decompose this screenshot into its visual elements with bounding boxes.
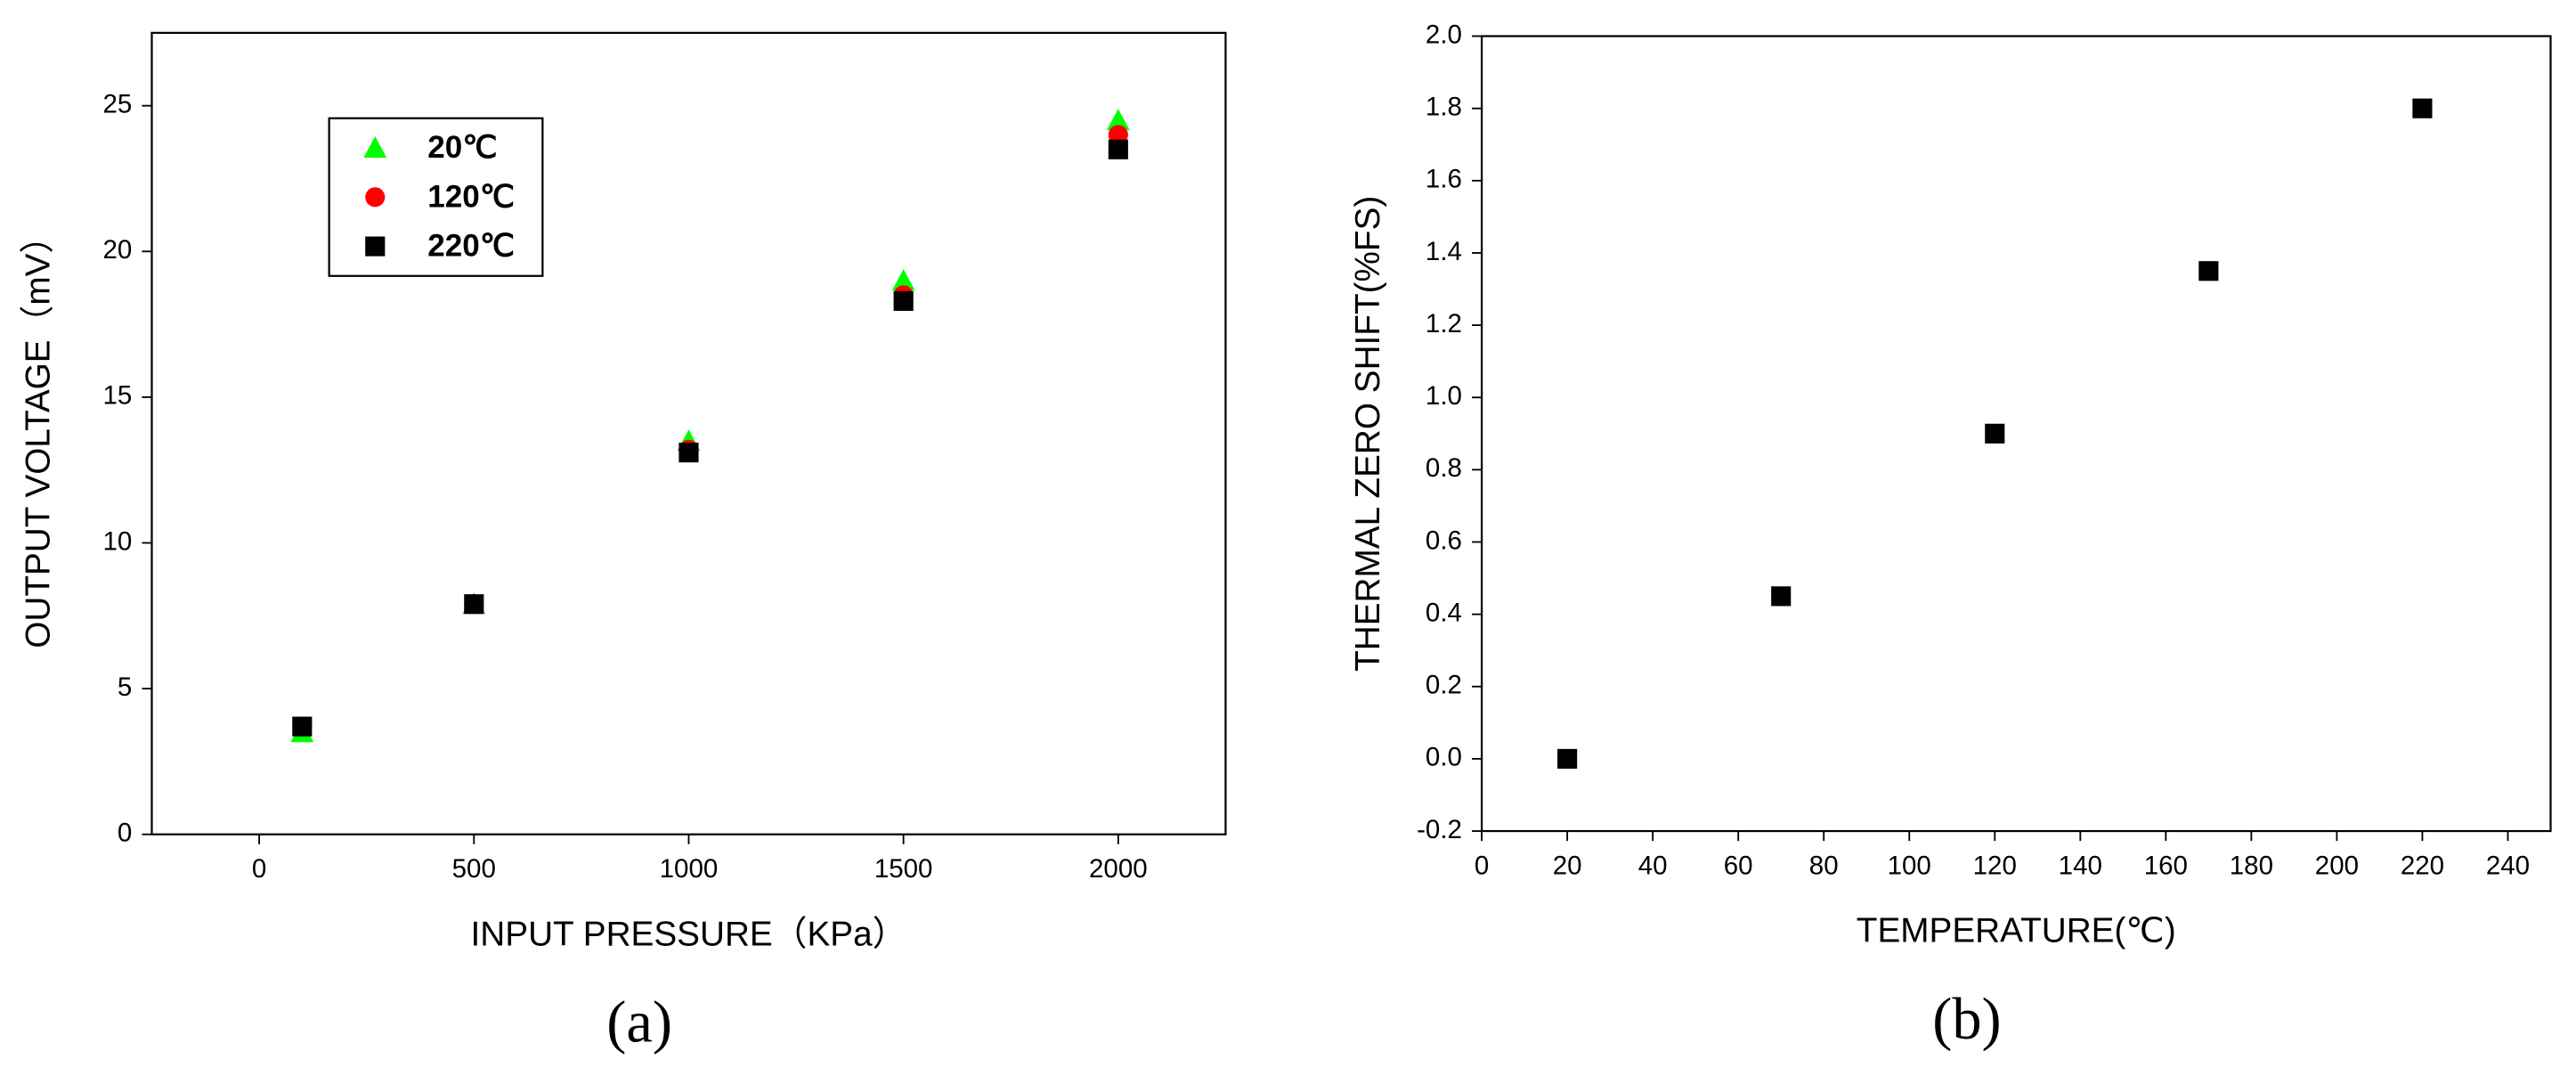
x-tick-label: 160: [2144, 851, 2188, 880]
x-tick-label: 240: [2486, 851, 2530, 880]
marker-square: [464, 594, 484, 615]
x-tick-label: 0: [252, 854, 266, 884]
x-tick-label: 1500: [874, 854, 933, 884]
x-tick-label: 0: [1475, 851, 1489, 880]
y-tick-label: 0.2: [1426, 671, 1462, 700]
y-tick-label: 1.0: [1426, 381, 1462, 411]
x-axis-title: INPUT PRESSURE（KPa）: [471, 915, 907, 953]
y-tick-label: 1.8: [1426, 92, 1462, 121]
panel-caption: (a): [606, 990, 672, 1055]
marker-square: [1771, 586, 1792, 607]
legend-label: 220℃: [427, 229, 515, 264]
y-tick-label: 0.4: [1426, 598, 1462, 627]
x-tick-label: 500: [452, 854, 496, 884]
legend-label: 120℃: [427, 179, 515, 214]
marker-triangle: [891, 269, 915, 291]
y-tick-label: 1.2: [1426, 309, 1462, 338]
x-tick-label: 40: [1638, 851, 1668, 880]
x-tick-label: 60: [1724, 851, 1753, 880]
y-tick-label: 0.6: [1426, 526, 1462, 555]
marker-square: [2412, 98, 2433, 118]
legend-marker: [365, 187, 386, 208]
legend-marker: [365, 236, 386, 257]
marker-square: [893, 290, 914, 311]
y-tick-label: 5: [118, 672, 132, 702]
x-tick-label: 180: [2230, 851, 2273, 880]
x-tick-label: 80: [1809, 851, 1839, 880]
y-tick-label: 20: [103, 235, 133, 265]
x-axis-title: TEMPERATURE(℃): [1857, 912, 2176, 950]
x-tick-label: 20: [1553, 851, 1582, 880]
x-tick-label: 200: [2315, 851, 2359, 880]
y-tick-label: 25: [103, 89, 133, 118]
y-axis-title: THERMAL ZERO SHIFT(%FS): [1349, 196, 1387, 672]
x-tick-label: 120: [1973, 851, 2017, 880]
x-tick-label: 2000: [1089, 854, 1148, 884]
marker-square: [2198, 261, 2219, 281]
x-tick-label: 140: [2059, 851, 2102, 880]
x-tick-label: 100: [1888, 851, 1931, 880]
x-tick-label: 220: [2401, 851, 2444, 880]
y-tick-label: 2.0: [1426, 20, 1462, 49]
marker-square: [1985, 423, 2005, 444]
y-axis-title: OUTPUT VOLTAGE（mV）: [19, 219, 57, 648]
y-tick-label: 0.8: [1426, 453, 1462, 483]
plot-frame: [1480, 35, 2552, 833]
panel-caption: (b): [1932, 987, 2001, 1052]
y-tick-label: 1.6: [1426, 165, 1462, 194]
y-tick-label: -0.2: [1417, 815, 1462, 844]
legend-marker: [363, 136, 387, 159]
marker-square: [679, 443, 699, 463]
marker-square: [1557, 748, 1578, 769]
y-tick-label: 15: [103, 381, 133, 411]
legend-label: 20℃: [427, 130, 497, 165]
legend-box: [328, 117, 544, 277]
x-tick-label: 1000: [660, 854, 719, 884]
marker-square: [292, 716, 313, 737]
marker-square: [1108, 139, 1128, 159]
marker-triangle: [1106, 109, 1130, 131]
y-tick-label: 10: [103, 526, 133, 556]
y-tick-label: 0: [118, 819, 132, 848]
y-tick-label: 0.0: [1426, 743, 1462, 772]
y-tick-label: 1.4: [1426, 237, 1462, 266]
